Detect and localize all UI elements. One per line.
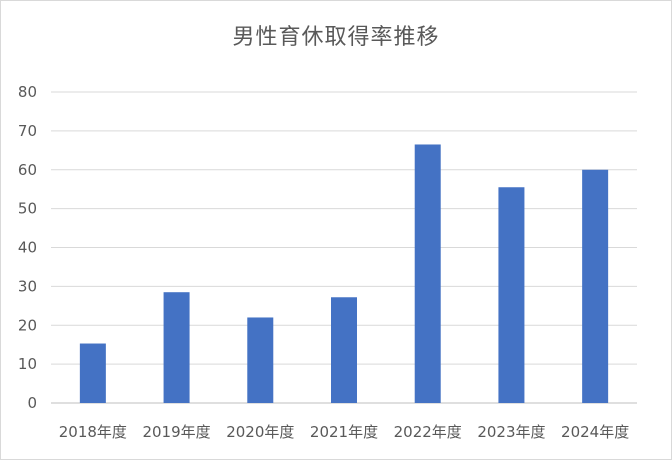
chart-title: 男性育休取得率推移 <box>232 25 440 50</box>
bar <box>163 292 190 403</box>
y-tick-label: 70 <box>18 122 37 140</box>
bar <box>79 343 106 403</box>
x-tick-label: 2024年度 <box>561 423 629 441</box>
bar <box>498 187 525 403</box>
bar <box>331 297 357 403</box>
x-tick-label: 2019年度 <box>142 423 210 441</box>
y-tick-label: 60 <box>18 161 37 179</box>
x-tick-label: 2018年度 <box>59 423 127 441</box>
x-tick-label: 2023年度 <box>477 423 545 441</box>
x-tick-label: 2021年度 <box>310 423 378 441</box>
y-tick-label: 50 <box>18 200 37 218</box>
y-tick-label: 30 <box>18 277 37 295</box>
y-tick-label: 40 <box>18 239 37 257</box>
y-tick-label: 0 <box>27 394 37 412</box>
y-tick-label: 80 <box>18 83 37 101</box>
x-tick-label: 2020年度 <box>226 423 294 441</box>
x-tick-label: 2022年度 <box>394 423 462 441</box>
y-tick-label: 20 <box>18 316 37 334</box>
bar <box>582 169 609 403</box>
bar <box>247 317 274 403</box>
y-tick-label: 10 <box>18 355 37 373</box>
bar <box>414 144 441 403</box>
